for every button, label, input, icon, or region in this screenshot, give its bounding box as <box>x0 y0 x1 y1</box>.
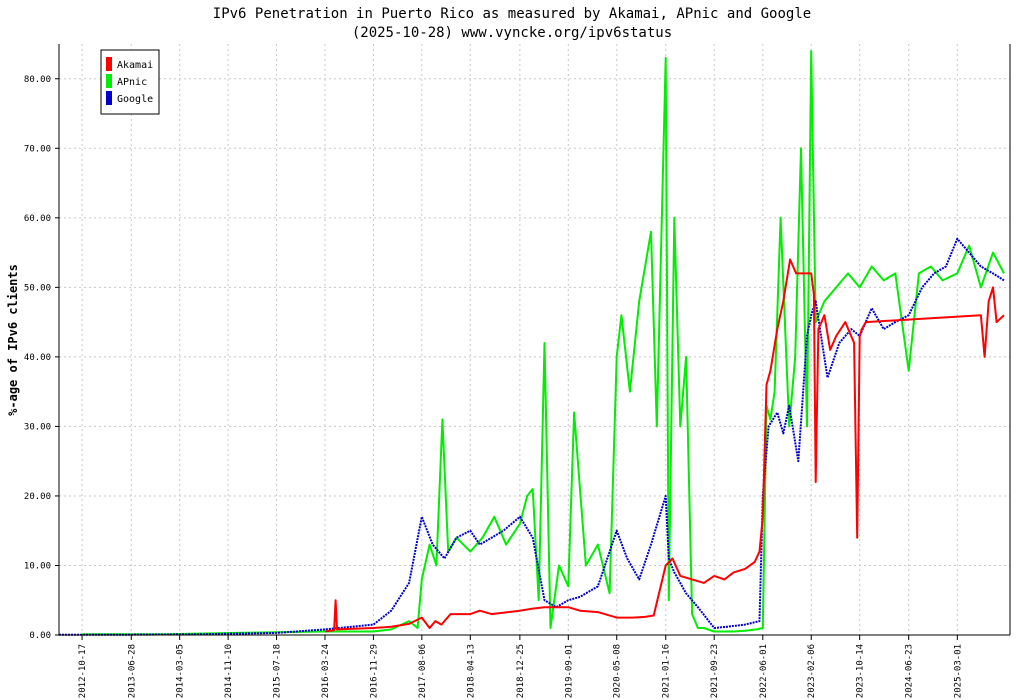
series-line-google <box>59 237 1005 636</box>
x-tick-label: 2012-10-17 <box>78 644 88 698</box>
x-tick-label: 2018-12-25 <box>516 644 526 698</box>
legend: Akamai APnic Google <box>100 49 160 115</box>
legend-label-akamai: Akamai <box>117 60 153 71</box>
series-line-akamai <box>324 258 1005 633</box>
x-tick-label: 2023-02-06 <box>807 644 817 698</box>
x-tick-label: 2014-11-10 <box>224 644 234 698</box>
series-line-apnic <box>82 50 1005 636</box>
legend-label-google: Google <box>117 94 153 105</box>
x-tick-label: 2019-09-01 <box>564 644 574 698</box>
y-tick-label: 70.00 <box>24 144 51 154</box>
x-tick-label: 2025-03-01 <box>953 644 963 698</box>
chart-subtitle: (2025-10-28) www.vyncke.org/ipv6status <box>352 25 672 41</box>
y-tick-label: 0.00 <box>29 631 51 641</box>
x-tick-label: 2013-06-28 <box>127 644 137 698</box>
x-tick-label: 2018-04-13 <box>466 644 476 698</box>
x-tick-label: 2016-11-29 <box>369 644 379 698</box>
x-tick-label: 2024-06-23 <box>905 644 915 698</box>
x-tick-label: 2021-09-23 <box>710 644 720 698</box>
y-tick-label: 20.00 <box>24 492 51 502</box>
x-tick-label: 2020-05-08 <box>613 644 623 698</box>
x-tick-label: 2014-03-05 <box>176 644 186 698</box>
y-axis-label: %-age of IPv6 clients <box>6 264 20 416</box>
x-tick-label: 2017-08-06 <box>418 644 428 698</box>
x-tick-label: 2022-06-01 <box>759 644 769 698</box>
y-tick-label: 80.00 <box>24 75 51 85</box>
x-tick-label: 2015-07-18 <box>273 644 283 698</box>
data-series <box>59 50 1005 636</box>
axes: 0.00 10.00 20.00 30.00 40.00 50.00 60.00 70.00 8… <box>24 44 1011 698</box>
y-tick-label: 50.00 <box>24 283 51 293</box>
legend-label-apnic: APnic <box>117 77 147 88</box>
x-tick-label: 2021-01-16 <box>662 644 672 698</box>
y-tick-label: 10.00 <box>24 561 51 571</box>
x-tick-label: 2016-03-24 <box>321 644 331 698</box>
chart-title: IPv6 Penetration in Puerto Rico as measu… <box>213 6 811 22</box>
y-tick-label: 30.00 <box>24 422 51 432</box>
y-tick-label: 60.00 <box>24 214 51 224</box>
legend-swatch-google <box>106 91 112 105</box>
legend-swatch-apnic <box>106 74 112 88</box>
legend-swatch-akamai <box>106 57 112 71</box>
y-tick-label: 40.00 <box>24 353 51 363</box>
x-tick-label: 2023-10-14 <box>856 644 866 698</box>
